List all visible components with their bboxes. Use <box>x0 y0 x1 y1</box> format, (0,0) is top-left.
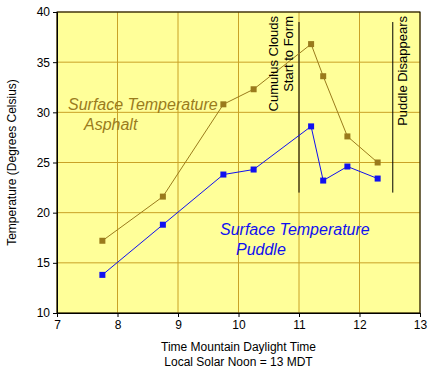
x-axis-title: Time Mountain Daylight Time <box>161 340 316 354</box>
tick-mark <box>53 163 57 164</box>
tick: 25 <box>37 156 57 170</box>
tick-label: 40 <box>37 5 51 19</box>
annotation: Start to Form <box>281 16 296 92</box>
tick: 8 <box>115 313 122 332</box>
tick: 30 <box>37 106 57 120</box>
tick-label: 10 <box>232 318 246 332</box>
plot-frame <box>57 12 420 313</box>
marker <box>375 176 381 182</box>
tick-mark <box>53 213 57 214</box>
annotation: Cumulus Clouds <box>266 16 281 112</box>
tick: 10 <box>232 313 246 332</box>
tick-mark <box>53 313 57 314</box>
series-line <box>102 44 377 241</box>
tick-label: 35 <box>37 56 51 70</box>
marker <box>220 101 226 107</box>
grid-line <box>57 262 420 263</box>
tick: 10 <box>37 306 57 320</box>
series-label-line: Surface Temperature <box>220 221 370 238</box>
tick: 12 <box>353 313 367 332</box>
marker <box>160 194 166 200</box>
marker <box>344 133 350 139</box>
tick-label: 20 <box>37 206 51 220</box>
annotation-line <box>392 22 393 193</box>
grid-line <box>57 212 420 213</box>
tick-label: 10 <box>37 306 51 320</box>
tick-mark <box>239 313 240 317</box>
grid-line <box>299 12 300 313</box>
tick-mark <box>53 12 57 13</box>
annotation-line <box>299 22 300 193</box>
marker <box>220 172 226 178</box>
marker <box>251 167 257 173</box>
x-axis-title: Local Solar Noon = 13 MDT <box>164 355 313 369</box>
marker <box>308 123 314 129</box>
tick: 20 <box>37 206 57 220</box>
tick-mark <box>360 313 361 317</box>
tick-mark <box>53 263 57 264</box>
marker <box>251 86 257 92</box>
tick-label: 25 <box>37 156 51 170</box>
grid <box>57 12 420 313</box>
tick-label: 30 <box>37 106 51 120</box>
series-label-line: Surface Temperature <box>68 96 218 113</box>
tick-label: 8 <box>115 318 122 332</box>
tick-mark <box>178 313 179 317</box>
marker <box>320 178 326 184</box>
tick-label: 11 <box>293 318 306 332</box>
marker <box>308 41 314 47</box>
marker <box>375 160 381 166</box>
tick-mark <box>53 62 57 63</box>
tick-mark <box>420 313 421 317</box>
tick: 7 <box>54 313 61 332</box>
tick-label: 9 <box>175 318 182 332</box>
tick-label: 13 <box>414 318 428 332</box>
tick: 9 <box>175 313 182 332</box>
tick: 15 <box>37 256 57 270</box>
marker <box>344 164 350 170</box>
tick-label: 12 <box>353 318 367 332</box>
marker <box>160 222 166 228</box>
tick-label: 15 <box>37 256 51 270</box>
marker <box>320 73 326 79</box>
y-axis-title: Temperature (Degrees Celsius) <box>5 79 19 246</box>
tick-mark <box>299 313 300 317</box>
x-axis: 7 8 9 10 11 12 13 <box>54 313 427 332</box>
series-label: Surface Temperature Puddle <box>220 221 370 258</box>
tick: 13 <box>414 313 428 332</box>
tick-mark <box>53 112 57 113</box>
axis-line <box>58 314 421 318</box>
plot: 7 8 9 10 11 12 13 10 15 20 25 30 35 40 <box>37 5 428 331</box>
data-area <box>99 22 392 278</box>
tick: 11 <box>293 313 306 332</box>
tick: 40 <box>37 5 57 19</box>
tick-label: 7 <box>54 318 61 332</box>
series-label-line: Puddle <box>236 241 286 258</box>
grid-line <box>57 162 420 163</box>
marker <box>99 238 105 244</box>
tick-mark <box>118 313 119 317</box>
marker <box>99 272 105 278</box>
tick: 35 <box>37 56 57 70</box>
series-line <box>102 126 377 274</box>
series-label-line: Asphalt <box>83 116 138 133</box>
grid-line <box>57 62 420 63</box>
annotation: Puddle Disappears <box>395 16 410 126</box>
series-label: Surface Temperature Asphalt <box>68 96 218 133</box>
chart: 7891011121310152025303540Cumulus CloudsS… <box>0 0 429 379</box>
y-axis: 10 15 20 25 30 35 40 <box>37 5 58 320</box>
plot-background <box>57 12 420 313</box>
